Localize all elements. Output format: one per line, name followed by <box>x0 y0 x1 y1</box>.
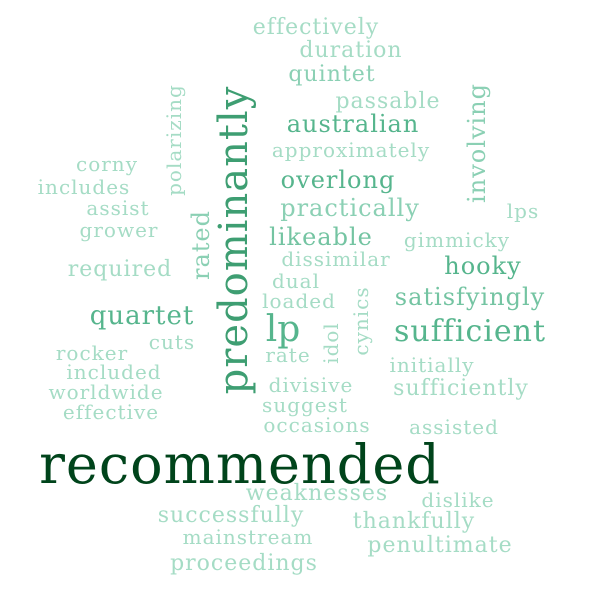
word-effectively: effectively <box>252 15 380 40</box>
word-mainstream: mainstream <box>182 525 314 549</box>
word-idol: idol <box>319 322 343 364</box>
word-corny: corny <box>76 152 138 176</box>
word-weaknesses: weaknesses <box>245 481 389 506</box>
word-recommended: recommended <box>39 433 441 496</box>
word-australian: australian <box>286 110 420 138</box>
word-lps: lps <box>506 199 540 223</box>
word-included: included <box>66 360 162 384</box>
word-loaded: loaded <box>262 289 336 313</box>
word-practically: practically <box>280 194 420 222</box>
word-rate: rate <box>265 343 311 367</box>
word-dissimilar: dissimilar <box>281 247 391 271</box>
word-rated: rated <box>187 210 215 280</box>
word-worldwide: worldwide <box>48 380 164 404</box>
word-dual: dual <box>271 269 321 293</box>
word-includes: includes <box>37 175 131 199</box>
word-assist: assist <box>86 196 150 220</box>
word-involving: involving <box>463 83 491 203</box>
word-occasions: occasions <box>263 413 371 437</box>
word-dislike: dislike <box>421 488 495 512</box>
word-grower: grower <box>79 218 159 242</box>
word-predominantly: predominantly <box>211 85 257 395</box>
word-penultimate: penultimate <box>367 533 513 558</box>
word-hooky: hooky <box>444 252 522 280</box>
word-successfully: successfully <box>157 503 305 528</box>
word-lp: lp <box>265 309 301 350</box>
word-passable: passable <box>335 89 441 114</box>
word-assisted: assisted <box>409 415 499 439</box>
word-sufficient: sufficient <box>393 314 547 349</box>
word-polarizing: polarizing <box>162 84 186 196</box>
word-divisive: divisive <box>268 373 354 397</box>
word-proceedings: proceedings <box>170 551 318 576</box>
word-required: required <box>67 257 173 282</box>
word-approximately: approximately <box>271 138 431 162</box>
word-satisfyingly: satisfyingly <box>394 283 546 311</box>
word-rocker: rocker <box>55 341 129 365</box>
word-sufficiently: sufficiently <box>393 376 529 401</box>
word-duration: duration <box>299 38 403 63</box>
word-thankfully: thankfully <box>352 509 476 534</box>
word-overlong: overlong <box>280 166 396 194</box>
word-effective: effective <box>62 400 160 424</box>
word-likeable: likeable <box>269 223 373 251</box>
word-initially: initially <box>389 353 475 377</box>
word-quintet: quintet <box>288 62 376 87</box>
word-quartet: quartet <box>89 301 195 331</box>
word-cynics: cynics <box>349 286 373 356</box>
word-gimmicky: gimmicky <box>403 228 511 252</box>
word-suggest: suggest <box>262 393 348 417</box>
word-cuts: cuts <box>148 330 196 354</box>
